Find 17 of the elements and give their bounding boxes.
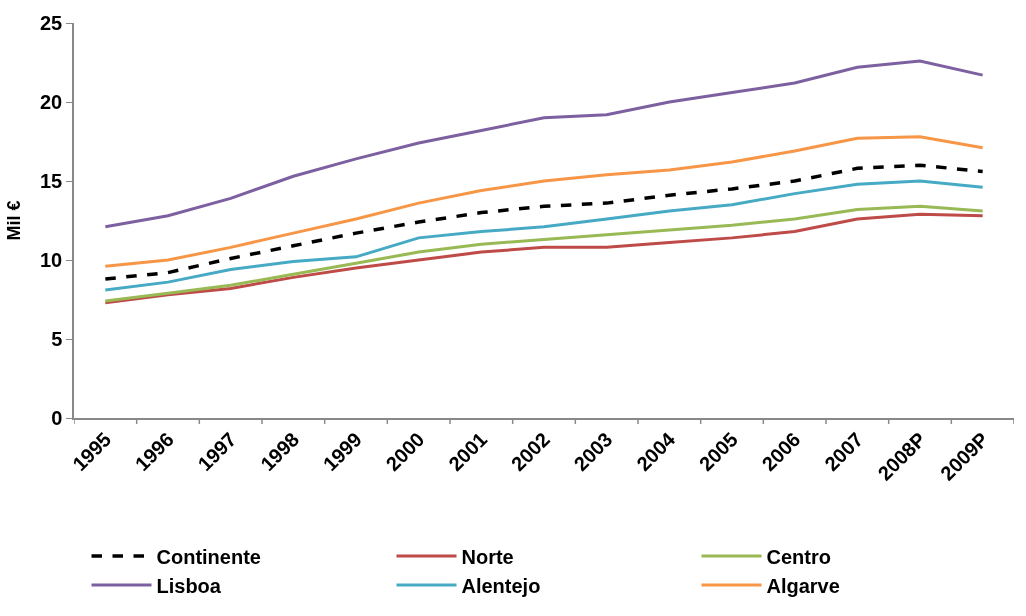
y-tick-label: 0	[51, 407, 63, 429]
y-tick-label: 10	[40, 249, 63, 271]
line-series	[103, 163, 985, 281]
y-tick-label: 15	[40, 170, 63, 192]
legend-label: Lisboa	[156, 574, 222, 597]
legend-label: Algarve	[766, 574, 840, 597]
y-tick-label: 5	[51, 328, 63, 350]
line-series	[103, 59, 985, 229]
legend-label: Alentejo	[461, 574, 541, 597]
legend-label: Centro	[766, 545, 831, 568]
legend-label: Norte	[461, 545, 514, 568]
legend-label: Continente	[156, 545, 261, 568]
y-axis-title: Mil €	[3, 200, 24, 241]
line-series	[103, 135, 985, 268]
y-tick-label: 25	[40, 12, 63, 34]
y-tick-label: 20	[40, 91, 63, 113]
line-series	[103, 179, 985, 292]
